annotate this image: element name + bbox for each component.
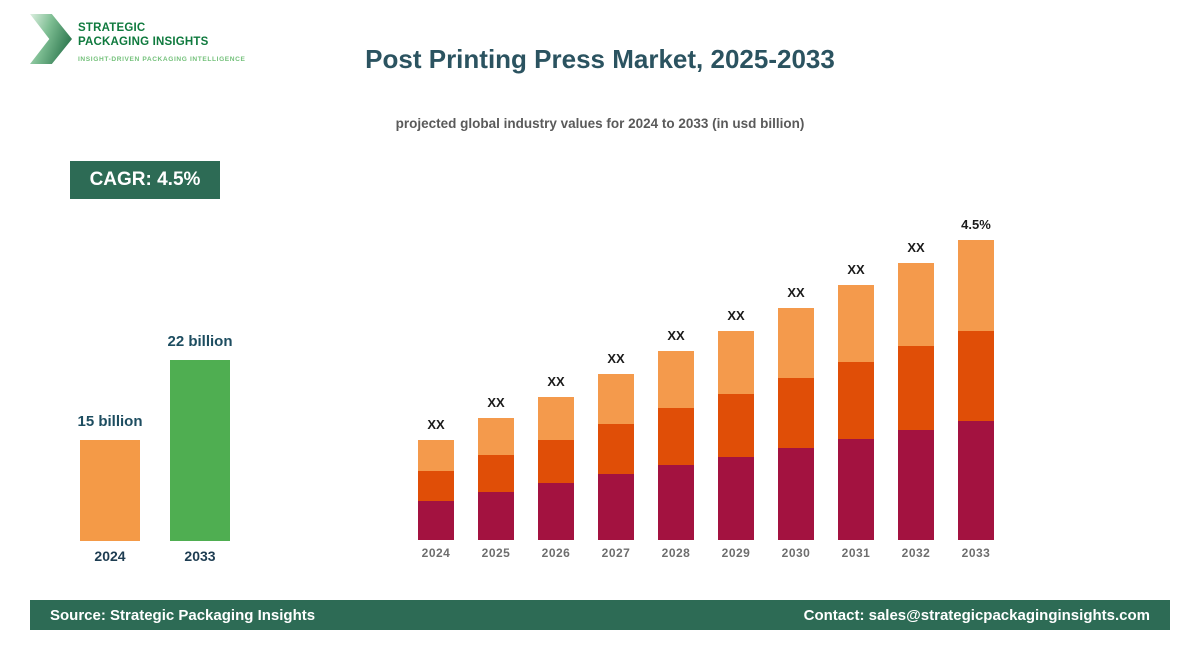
summary-bar-column: 22 billion 2033 — [168, 300, 233, 564]
forecast-year-label: 2029 — [721, 546, 751, 560]
summary-bar — [170, 360, 230, 541]
segment-bottom — [898, 430, 934, 540]
segment-middle — [778, 378, 814, 448]
segment-bottom — [718, 457, 754, 540]
forecast-year-label: 2024 — [421, 546, 451, 560]
forecast-bar-value-label: XX — [547, 374, 565, 389]
summary-bar-column: 15 billion 2024 — [78, 300, 143, 564]
footer-banner: Source: Strategic Packaging Insights Con… — [30, 600, 1170, 630]
segment-top — [538, 397, 574, 440]
forecast-bar-value-label: XX — [487, 395, 505, 410]
summary-year-label: 2033 — [184, 548, 216, 564]
page-title: Post Printing Press Market, 2025-2033 — [365, 44, 835, 74]
segment-bottom — [478, 492, 514, 540]
segment-bottom — [838, 439, 874, 540]
forecast-bar-value-label: 4.5% — [961, 217, 991, 232]
segment-middle — [838, 362, 874, 439]
segment-middle — [598, 424, 634, 474]
logo-name-line2: PACKAGING INSIGHTS — [78, 35, 209, 48]
forecast-bar-value-label: XX — [667, 328, 685, 343]
forecast-year-label: 2026 — [541, 546, 571, 560]
segment-middle — [718, 394, 754, 457]
forecast-bar-stack: XX — [538, 200, 574, 540]
forecast-bar-stack: XX — [478, 200, 514, 540]
logo-tagline: INSIGHT-DRIVEN PACKAGING INTELLIGENCE — [78, 56, 246, 63]
segment-bottom — [538, 483, 574, 540]
forecast-bar-stack: XX — [598, 200, 634, 540]
segment-bottom — [958, 421, 994, 540]
forecast-bar-stack: XX — [418, 200, 454, 540]
forecast-bar-column: XX 2026 — [538, 200, 574, 560]
segment-top — [598, 374, 634, 424]
segment-middle — [478, 455, 514, 492]
segment-top — [958, 240, 994, 331]
segment-top — [418, 440, 454, 471]
forecast-bar-value-label: XX — [847, 262, 865, 277]
footer-contact-text: Contact: sales@strategicpackaginginsight… — [803, 606, 1150, 624]
segment-bottom — [418, 501, 454, 540]
segment-top — [718, 331, 754, 394]
forecast-year-label: 2030 — [781, 546, 811, 560]
forecast-bar-column: XX 2030 — [778, 200, 814, 560]
summary-value-label: 22 billion — [167, 333, 233, 350]
summary-value-label: 15 billion — [77, 413, 143, 430]
forecast-bar-value-label: XX — [427, 417, 445, 432]
segment-middle — [898, 346, 934, 430]
forecast-year-label: 2031 — [841, 546, 871, 560]
forecast-bar-stack: XX — [898, 200, 934, 540]
forecast-bar-value-label: XX — [727, 308, 745, 323]
logo-text-block: STRATEGIC PACKAGING INSIGHTS INSIGHT-DRI… — [78, 12, 246, 63]
summary-bar — [80, 440, 140, 541]
segment-bottom — [598, 474, 634, 540]
forecast-bar-stack: XX — [778, 200, 814, 540]
footer-source-text: Source: Strategic Packaging Insights — [50, 606, 316, 624]
segment-middle — [958, 331, 994, 421]
segment-middle — [658, 408, 694, 465]
forecast-year-label: 2025 — [481, 546, 511, 560]
segment-top — [658, 351, 694, 408]
forecast-bar-value-label: XX — [607, 351, 625, 366]
forecast-bar-column: XX 2028 — [658, 200, 694, 560]
forecast-bar-column: XX 2031 — [838, 200, 874, 560]
forecast-year-label: 2027 — [601, 546, 631, 560]
forecast-bar-column: XX 2032 — [898, 200, 934, 560]
segment-top — [838, 285, 874, 362]
forecast-year-label: 2033 — [961, 546, 991, 560]
segment-bottom — [778, 448, 814, 540]
page-subtitle: projected global industry values for 202… — [395, 116, 805, 131]
summary-bar-stack: 15 billion — [78, 300, 143, 541]
logo-name-line1: STRATEGIC — [78, 22, 146, 34]
segment-bottom — [658, 465, 694, 540]
forecast-bar-stack: XX — [658, 200, 694, 540]
company-logo: STRATEGIC PACKAGING INSIGHTS INSIGHT-DRI… — [30, 12, 246, 64]
forecast-bar-value-label: XX — [787, 285, 805, 300]
segment-middle — [538, 440, 574, 483]
forecast-bar-column: XX 2025 — [478, 200, 514, 560]
cagr-badge: CAGR: 4.5% — [70, 161, 220, 199]
segment-top — [898, 263, 934, 346]
forecast-stacked-bar-chart: XX 2024 XX 2025 XX 2026 XX 2027 XX 2028 XX 2029 XX 20… — [418, 200, 994, 560]
summary-year-label: 2024 — [94, 548, 126, 564]
forecast-bar-column: XX 2024 — [418, 200, 454, 560]
segment-top — [778, 308, 814, 378]
forecast-year-label: 2028 — [661, 546, 691, 560]
summary-bar-stack: 22 billion — [168, 300, 233, 541]
forecast-bar-value-label: XX — [907, 240, 925, 255]
forecast-bar-stack: XX — [838, 200, 874, 540]
forecast-bar-stack: XX — [718, 200, 754, 540]
forecast-year-label: 2032 — [901, 546, 931, 560]
forecast-bar-column: 4.5% 2033 — [958, 200, 994, 560]
forecast-bar-column: XX 2027 — [598, 200, 634, 560]
forecast-bar-stack: 4.5% — [958, 200, 994, 540]
forecast-bar-column: XX 2029 — [718, 200, 754, 560]
summary-bar-chart: 15 billion 2024 22 billion 2033 — [78, 300, 233, 564]
segment-top — [478, 418, 514, 455]
segment-middle — [418, 471, 454, 501]
